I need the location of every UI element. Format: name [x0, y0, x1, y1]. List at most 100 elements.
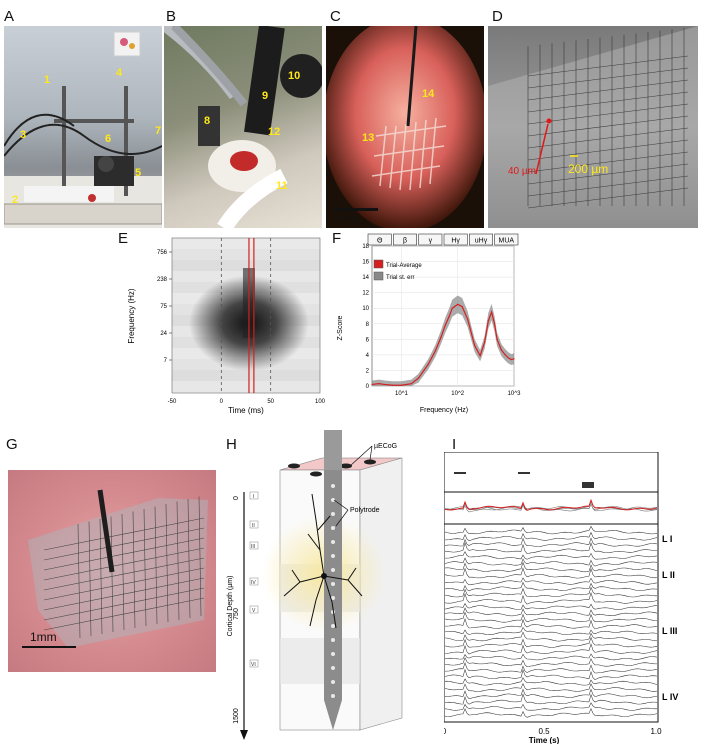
- f-ytick: 10: [362, 306, 369, 312]
- array-line-h: [43, 537, 205, 571]
- layer-ii: II: [252, 523, 255, 529]
- mean-point: [474, 344, 476, 347]
- scale-200um-label: 200 µm: [568, 162, 609, 176]
- zscore-legend: Trial-Average Trial st. err: [373, 259, 422, 281]
- band-box: [443, 233, 468, 246]
- laminar-trace: [444, 591, 658, 605]
- grid-line-h: [527, 55, 689, 77]
- grid-line-h: [527, 115, 689, 137]
- i-xtick-1: 1.0: [650, 727, 662, 736]
- mean-point: [493, 323, 496, 325]
- laminar-trace: [445, 617, 658, 630]
- array-line-v: [176, 501, 180, 621]
- e-xtick: 100: [315, 399, 326, 405]
- i-xtick-05: 0.5: [538, 727, 550, 736]
- f-ytick: 12: [362, 291, 369, 297]
- probe-site: [331, 652, 335, 656]
- legend-err-label: Trial st. err: [386, 275, 414, 281]
- probe-site: [331, 596, 335, 600]
- mean-point: [451, 307, 453, 309]
- mean-point: [440, 337, 442, 339]
- callout-10: 10: [288, 70, 301, 82]
- grid-line-h: [527, 127, 689, 149]
- probe-site: [331, 554, 335, 558]
- callout-4: 4: [116, 67, 123, 79]
- probe-site: [331, 638, 335, 642]
- laminar-trace: [444, 626, 658, 635]
- mean-point: [417, 377, 419, 379]
- grid-line-h: [527, 91, 689, 113]
- depth-tick-750: 750: [233, 608, 240, 620]
- microscope-drawing: [326, 26, 484, 228]
- grid-line-h: [527, 79, 689, 101]
- f-ytick: 0: [366, 384, 370, 390]
- callout-1: 1: [44, 74, 51, 86]
- band-label: β: [403, 238, 407, 245]
- array-on-cortex-drawing: [22, 489, 208, 648]
- laminar-trace: [444, 631, 658, 642]
- f-ytick: 6: [366, 337, 370, 343]
- e-xtick: 50: [267, 399, 274, 405]
- mean-point: [479, 355, 481, 357]
- e-xlabel: Time (ms): [228, 406, 264, 415]
- laminar-trace: [445, 662, 658, 674]
- array-line-v: [110, 516, 114, 633]
- laminar-trace: [444, 693, 658, 705]
- panel-label-f: F: [332, 230, 342, 247]
- callout-3: 3: [20, 129, 27, 141]
- array-line-h: [43, 567, 205, 601]
- laminar-trace: [444, 541, 658, 554]
- f-xtick: 10^2: [451, 391, 464, 397]
- layer-band-vi: [280, 638, 360, 684]
- heatmap-bands: [172, 238, 320, 392]
- e-xtick: 0: [220, 399, 224, 405]
- mean-point: [491, 311, 493, 313]
- laminar-trace: [444, 653, 658, 661]
- f-xtick: 10^3: [508, 391, 521, 397]
- probe-site: [331, 484, 335, 488]
- surgery-drawing: [164, 26, 322, 228]
- grid-line-h: [527, 103, 689, 125]
- panel-label-i: I: [452, 436, 457, 453]
- e-ytick: 7: [164, 358, 168, 364]
- layer-label-li: L I: [662, 534, 672, 544]
- photo-a-stereotaxic-setup: 1 4 3 6 7 5 2: [4, 26, 162, 228]
- traces-figure: L I L II L III L IV 0 0.5 1.0 Time (s): [444, 452, 678, 744]
- depth-tick-1500: 1500: [233, 708, 240, 724]
- electrode-1: [288, 463, 300, 469]
- laminar-trace: [444, 643, 658, 655]
- laminar-trace: [444, 557, 658, 567]
- array-line-v: [165, 503, 169, 623]
- probe-site: [331, 680, 335, 684]
- laminar-trace: [444, 603, 658, 610]
- band-label: Θ: [377, 238, 383, 245]
- freq-band: [172, 260, 320, 271]
- e-ytick: 75: [160, 304, 167, 310]
- panel-label-b: B: [166, 8, 177, 25]
- array-line-h: [43, 517, 205, 551]
- mean-point: [487, 320, 489, 322]
- layer-label-liv: L IV: [662, 692, 678, 702]
- laminar-trace: [444, 561, 658, 573]
- laminar-trace: [444, 586, 657, 598]
- array-line-h: [43, 547, 205, 581]
- panel-label-a: A: [4, 8, 15, 25]
- laminar-trace: [444, 581, 658, 592]
- laminar-trace: [444, 611, 658, 623]
- freq-band: [172, 381, 320, 392]
- mean-point: [400, 384, 403, 386]
- array-line-v: [121, 513, 125, 631]
- rig-drawing: [4, 31, 162, 228]
- panel-label-c: C: [330, 8, 341, 25]
- i-xtick-0: 0: [444, 727, 447, 736]
- probe-site: [331, 582, 335, 586]
- array-line-v: [154, 506, 158, 625]
- f-ytick: 16: [362, 260, 369, 266]
- polytrode-label: Polytrode: [350, 507, 380, 514]
- mean-point: [461, 306, 463, 308]
- mean-point: [504, 354, 506, 356]
- mean-point: [371, 383, 373, 386]
- band-label: γ: [429, 238, 433, 245]
- event-mark-2: [518, 472, 530, 474]
- f-xlabel: Frequency (Hz): [420, 407, 468, 414]
